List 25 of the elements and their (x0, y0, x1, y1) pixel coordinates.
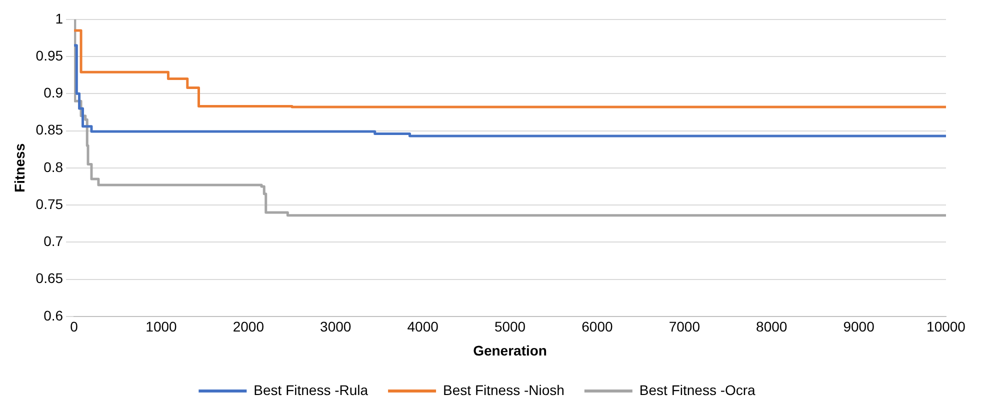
x-tick-label: 9000 (843, 318, 875, 335)
x-tick-label: 7000 (668, 318, 700, 335)
y-tick-label: 1 (55, 10, 64, 26)
x-tick-label: 5000 (494, 318, 526, 335)
x-tick-label: 0 (70, 318, 78, 335)
y-axis-title: Fitness (11, 143, 28, 192)
x-tick-label: 4000 (407, 318, 439, 335)
x-tick-label: 2000 (232, 318, 264, 335)
x-tick-label: 1000 (146, 318, 178, 335)
legend-label: Best Fitness -Rula (254, 382, 368, 398)
x-tick-label: 8000 (756, 318, 788, 335)
x-tick-label: 6000 (582, 318, 613, 335)
y-tick-label: 0.6 (44, 307, 64, 324)
x-tick-label: 3000 (320, 318, 352, 335)
x-tick-label: 10000 (926, 318, 966, 335)
legend-label: Best Fitness -Niosh (443, 382, 564, 398)
x-axis-title: Generation (473, 342, 547, 358)
y-tick-label: 0.8 (44, 158, 64, 175)
y-tick-label: 0.9 (44, 84, 64, 101)
y-tick-label: 0.75 (36, 196, 64, 212)
y-tick-label: 0.95 (36, 47, 64, 64)
y-tick-label: 0.85 (36, 122, 64, 138)
legend-label: Best Fitness -Ocra (639, 382, 756, 398)
y-tick-label: 0.65 (36, 270, 64, 286)
y-tick-label: 0.7 (44, 233, 64, 250)
